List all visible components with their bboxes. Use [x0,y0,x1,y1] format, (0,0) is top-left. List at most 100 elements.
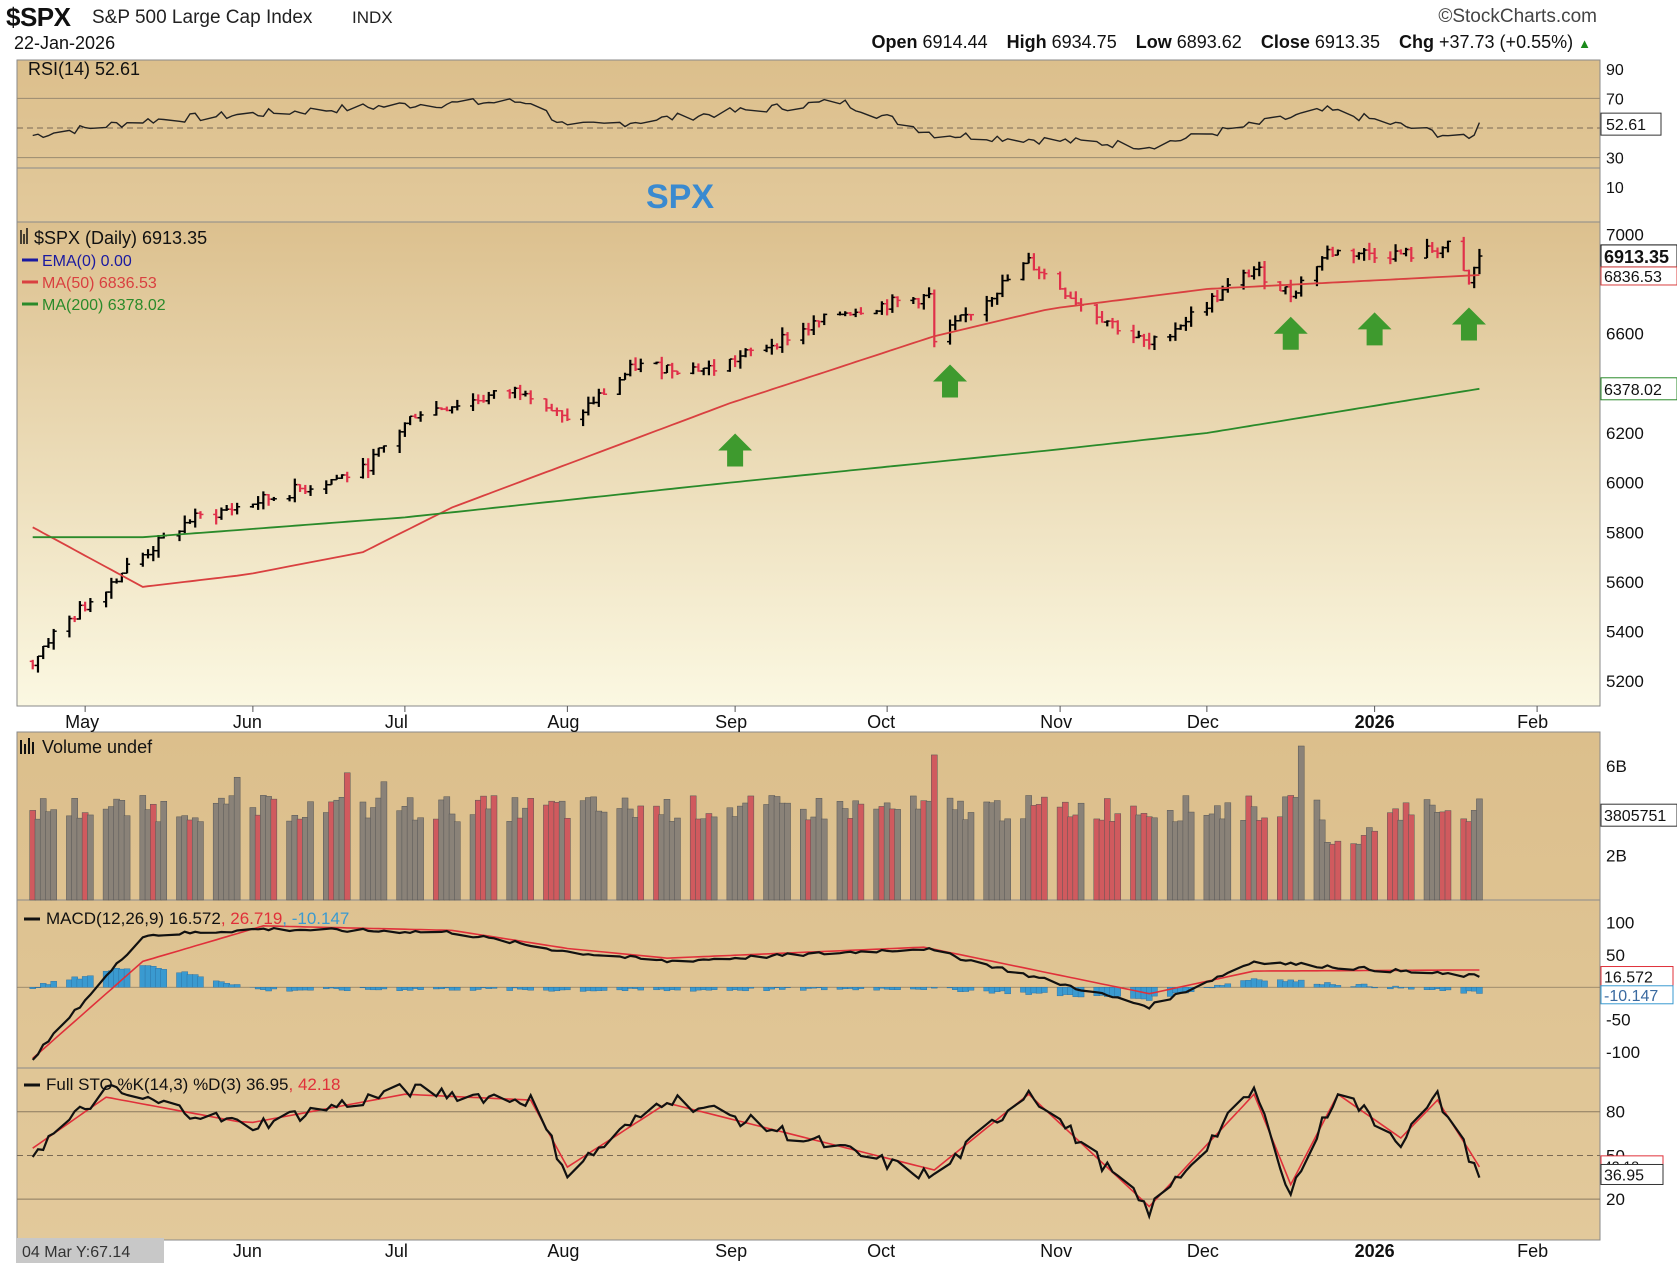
macd-hist-bar [1334,985,1342,988]
month-label-bottom-Feb: Feb [1517,1241,1548,1261]
close-value: 6913.35 [1314,32,1380,52]
macd-tick--50: -50 [1606,1011,1631,1030]
volume-bar [160,801,168,901]
macd-hist-bar [1114,987,1121,997]
chart-exchange: INDX [352,8,393,27]
macd-hist-bar [1444,987,1452,991]
macd-hist-bar [527,987,534,991]
volume-bar [123,815,131,901]
volume-bar [967,812,975,901]
month-label-bottom-Aug: Aug [547,1241,579,1261]
rsi-tick-30: 30 [1606,151,1624,168]
chg-value: +37.73 (+0.55%) [1439,32,1574,52]
volume-bar [1114,813,1122,901]
open-label: Open [871,32,918,52]
macd-hist-bar [1397,987,1405,989]
rsi-panel: 907050301052.61 [17,62,1662,197]
macd-hist-bar [747,987,755,989]
macd-hist-bar [454,987,461,991]
sto-label-d: , 42.18 [289,1075,341,1094]
low-value: 6893.62 [1176,32,1242,52]
price-tick-5400: 5400 [1606,623,1644,642]
high-value: 6934.75 [1051,32,1117,52]
ma200-tag-text: 6378.02 [1604,382,1662,399]
up-triangle-icon: ▲ [1578,36,1591,51]
volume-bar [527,798,534,901]
axes: May Jun Jul Aug Sep Oct Nov Dec 2026 Feb Jun Jul Aug… [65,706,1548,1261]
macd-hist-bar [1208,987,1216,989]
month-label-bottom-Jun: Jun [233,1241,262,1261]
macd-line [31,926,1480,1061]
volume-bar [600,811,608,901]
spx-title: SPX [646,178,714,216]
macd-hist-bar [1298,979,1305,988]
month-label-top-May: May [65,712,99,732]
support-arrow-icon [1451,307,1486,341]
macd-hist-bar [600,987,608,991]
price-tick-6000: 6000 [1606,474,1644,493]
price-panel: 7000 6600 6200 6000 5800 5600 5400 5200 6913.35 6… [20,225,1677,691]
month-label-top-Jun: Jun [233,712,262,732]
macd-tag-text: 16.572 [1604,970,1653,987]
month-label-bottom-Oct: Oct [867,1241,895,1261]
month-label-top-Nov: Nov [1040,712,1072,732]
macd-hist-bar [1392,985,1399,988]
price-label: $SPX (Daily) 6913.35 [34,228,207,248]
macd-tick--100: -100 [1606,1043,1640,1062]
ma50-tag [1600,266,1677,286]
macd-label-main: MACD(12,26,9) 16.572 [46,909,221,928]
macd-hist-bar [1476,987,1483,994]
month-label-top-Sep: Sep [715,712,747,732]
rsi-value-tag [1600,112,1662,136]
macd-hist-bar [1366,986,1373,988]
volume-bar [1151,817,1158,901]
month-label-top-Feb: Feb [1517,712,1548,732]
volume-bar [197,821,204,901]
cursor-readout: 04 Mar Y:67.14 [22,1244,130,1261]
close-label: Close [1260,32,1310,52]
volume-bar [564,817,571,901]
volume-bar [710,816,718,901]
sto-tick-80: 80 [1606,1103,1625,1122]
macd-hist-tag-text: -10.147 [1604,988,1658,1005]
macd-hist-bar [1408,987,1415,990]
volume-bar [931,754,938,901]
month-label-bottom-2026: 2026 [1355,1241,1395,1261]
volume-tick-2B: 2B [1606,846,1627,865]
volume-tag-text: 3805751 [1604,808,1666,825]
rsi-tick-90: 90 [1606,62,1624,79]
macd-label: MACD(12,26,9) 16.572, 26.719, -10.147 [46,909,349,928]
sto-k-tag-text: 36.95 [1604,1167,1644,1184]
macd-hist-bar [506,987,513,991]
macd-hist-bar [967,987,975,991]
price-tick-6200: 6200 [1606,424,1644,443]
volume-bar [1261,817,1268,901]
panel-backgrounds [16,59,1601,1241]
month-label-top-2026: 2026 [1355,712,1395,732]
macd-hist-bar [920,987,928,990]
volume-bar [857,803,865,901]
stochastic-panel: 80502042.1836.95 [17,1082,1664,1220]
chart-symbol: $SPX [6,2,71,32]
volume-bar [1004,818,1011,901]
macd-hist-bar [674,987,681,991]
price-tick-5600: 5600 [1606,573,1644,592]
macd-hist-bar [380,987,388,990]
sto-d-line [32,1092,1481,1208]
macd-tick-100: 100 [1606,914,1634,933]
volume-bar [637,805,645,901]
volume-bar [820,818,828,901]
month-label-bottom-Jul: Jul [385,1241,408,1261]
macd-hist-bar [307,987,314,991]
macd-hist-tag [1600,985,1674,1005]
macd-hist-bar [1004,987,1011,995]
volume-tick-6B: 6B [1606,757,1627,776]
ma200-tag [1600,377,1677,401]
high-label: High [1006,32,1047,52]
ohlc-readout: Open 6914.44 High 6934.75 Low 6893.62 Cl… [872,32,1592,53]
volume-label: Volume undef [42,737,153,757]
macd-hist-bar [621,987,629,991]
rsi-tick-70: 70 [1606,91,1624,108]
macd-hist-bar [1387,987,1394,990]
